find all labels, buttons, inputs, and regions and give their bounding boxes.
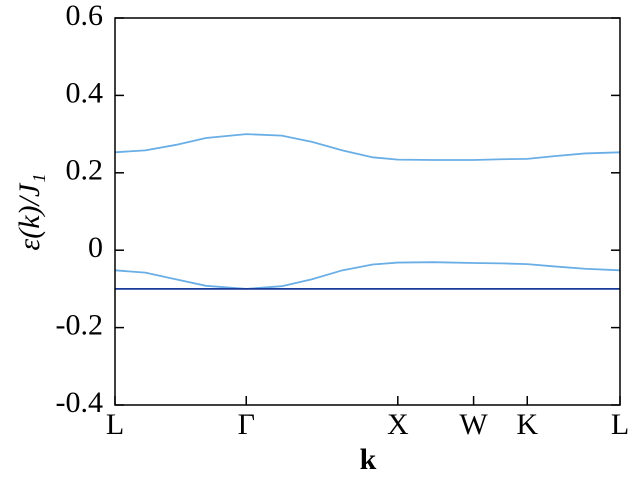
y-tick-label: 0.4 (66, 76, 104, 109)
y-tick-label: -0.4 (56, 386, 104, 419)
x-axis-label: k (360, 443, 377, 476)
band-line (114, 261, 621, 290)
x-tick-label: Γ (238, 408, 255, 441)
y-tick-label: 0 (88, 231, 103, 264)
y-axis-label: ε(k)/J₁ (13, 173, 46, 250)
plot-frame (114, 17, 621, 406)
x-tick-label: X (387, 408, 409, 441)
x-tick-label: W (459, 408, 488, 441)
x-tick-label: L (106, 408, 124, 441)
y-tick-label: 0.6 (66, 0, 104, 32)
y-tick-label: 0.2 (66, 154, 104, 187)
x-tick-label: L (611, 408, 629, 441)
x-tick-label: K (516, 408, 538, 441)
band-line (114, 133, 621, 161)
y-tick-label: -0.2 (56, 308, 104, 341)
